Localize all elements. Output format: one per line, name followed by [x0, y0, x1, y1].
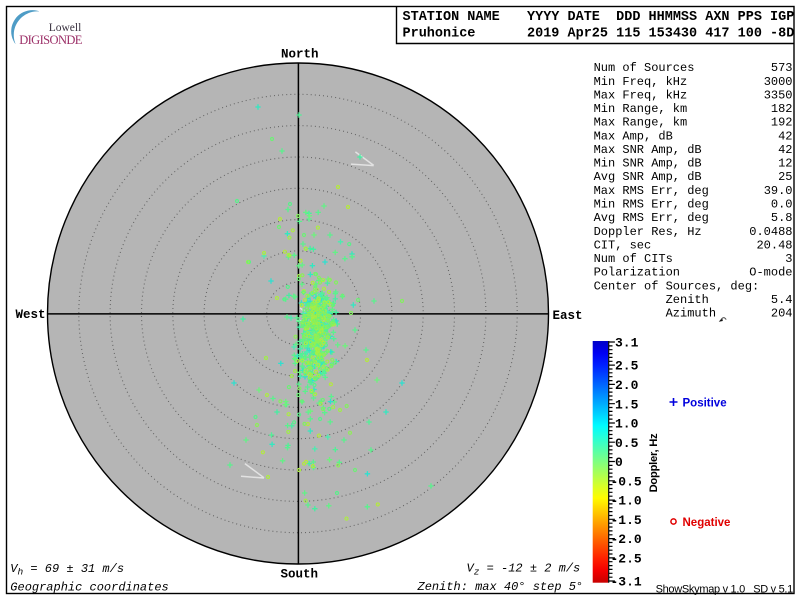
- svg-text:CIT, sec: CIT, sec: [594, 238, 652, 252]
- svg-text:Avg SNR Amp, dB: Avg SNR Amp, dB: [594, 170, 702, 184]
- svg-text:1.5: 1.5: [615, 397, 639, 412]
- svg-text:Max SNR Amp, dB: Max SNR Amp, dB: [594, 143, 702, 157]
- svg-text:2.5: 2.5: [615, 359, 639, 374]
- svg-text:12: 12: [778, 157, 792, 171]
- svg-text:West: West: [15, 308, 45, 322]
- svg-text:Vz = -12 ± 2 m/s: Vz = -12 ± 2 m/s: [467, 562, 581, 578]
- svg-text:5.4: 5.4: [771, 293, 793, 307]
- svg-text:-1.0: -1.0: [611, 494, 642, 509]
- svg-text:3350: 3350: [764, 89, 793, 103]
- svg-text:0.0: 0.0: [771, 198, 793, 212]
- svg-text:5.8: 5.8: [771, 211, 793, 225]
- svg-text:Avg RMS Err, deg: Avg RMS Err, deg: [594, 211, 709, 225]
- svg-text:192: 192: [771, 116, 793, 130]
- svg-text:0: 0: [615, 455, 623, 470]
- svg-text:204: 204: [771, 307, 793, 321]
- svg-text:-2.0: -2.0: [611, 532, 642, 547]
- svg-text:-1.5: -1.5: [611, 513, 642, 528]
- svg-text:Doppler Res, Hz: Doppler Res, Hz: [594, 225, 702, 239]
- svg-text:3: 3: [785, 252, 792, 266]
- svg-text:2.0: 2.0: [615, 378, 639, 393]
- svg-text:39.0: 39.0: [764, 184, 793, 198]
- svg-text:Min SNR Amp, dB: Min SNR Amp, dB: [594, 157, 702, 171]
- svg-text:Azimuth: Azimuth: [594, 307, 716, 321]
- svg-text:Positive: Positive: [683, 398, 727, 410]
- svg-text:0.0488: 0.0488: [749, 225, 792, 239]
- svg-text:North: North: [281, 47, 319, 61]
- svg-text:Vh = 69 ± 31 m/s: Vh = 69 ± 31 m/s: [10, 562, 124, 578]
- svg-text:Max Freq, kHz: Max Freq, kHz: [594, 89, 688, 103]
- svg-text:South: South: [281, 567, 319, 581]
- svg-text:Max RMS Err, deg: Max RMS Err, deg: [594, 184, 709, 198]
- svg-text:3000: 3000: [764, 75, 793, 89]
- svg-text:Geographic coordinates: Geographic coordinates: [10, 580, 168, 594]
- svg-text:Zenith: max 40° step 5°: Zenith: max 40° step 5°: [417, 580, 584, 594]
- svg-text:2019 Apr25 115 153430 417 100: 2019 Apr25 115 153430 417 100 -8D: [527, 27, 794, 42]
- svg-text:42: 42: [778, 143, 792, 157]
- svg-text:Min RMS Err, deg: Min RMS Err, deg: [594, 198, 709, 212]
- svg-text:Doppler, Hz: Doppler, Hz: [648, 433, 660, 492]
- svg-text:-0.5: -0.5: [611, 474, 642, 489]
- svg-text:Zenith: Zenith: [594, 293, 709, 307]
- svg-text:0.5: 0.5: [615, 436, 639, 451]
- svg-text:Center of Sources, deg:: Center of Sources, deg:: [594, 279, 760, 293]
- svg-text:Num of CITs: Num of CITs: [594, 252, 673, 266]
- svg-text:STATION NAME: STATION NAME: [403, 10, 500, 25]
- svg-text:Polarization: Polarization: [594, 266, 680, 280]
- svg-text:YYYY DATE DDD HHMMSS AXN PPS: YYYY DATE DDD HHMMSS AXN PPS IGP: [527, 10, 794, 25]
- svg-text:Min Freq, kHz: Min Freq, kHz: [594, 75, 688, 89]
- svg-text:42: 42: [778, 129, 792, 143]
- svg-text:20.48: 20.48: [756, 238, 792, 252]
- svg-text:1.0: 1.0: [615, 417, 639, 432]
- svg-text:O-mode: O-mode: [749, 266, 792, 280]
- svg-text:-3.1: -3.1: [611, 575, 642, 590]
- svg-text:182: 182: [771, 102, 793, 116]
- svg-text:25: 25: [778, 170, 792, 184]
- svg-text:573: 573: [771, 61, 793, 75]
- svg-text:Lowell: Lowell: [49, 22, 82, 34]
- svg-text:ShowSkymap v 1.0 SD v 5.1: ShowSkymap v 1.0 SD v 5.1: [656, 583, 794, 595]
- svg-text:Max Amp, dB: Max Amp, dB: [594, 129, 673, 143]
- svg-text:Num of Sources: Num of Sources: [594, 61, 695, 75]
- svg-text:Pruhonice: Pruhonice: [403, 27, 476, 42]
- svg-text:East: East: [553, 309, 583, 323]
- svg-text:DIGISONDE: DIGISONDE: [19, 33, 83, 47]
- svg-text:Min Range, km: Min Range, km: [594, 102, 688, 116]
- svg-text:Max Range, km: Max Range, km: [594, 116, 688, 130]
- svg-text:Negative: Negative: [683, 517, 731, 529]
- svg-text:-2.5: -2.5: [611, 552, 642, 567]
- svg-text:3.1: 3.1: [615, 336, 639, 351]
